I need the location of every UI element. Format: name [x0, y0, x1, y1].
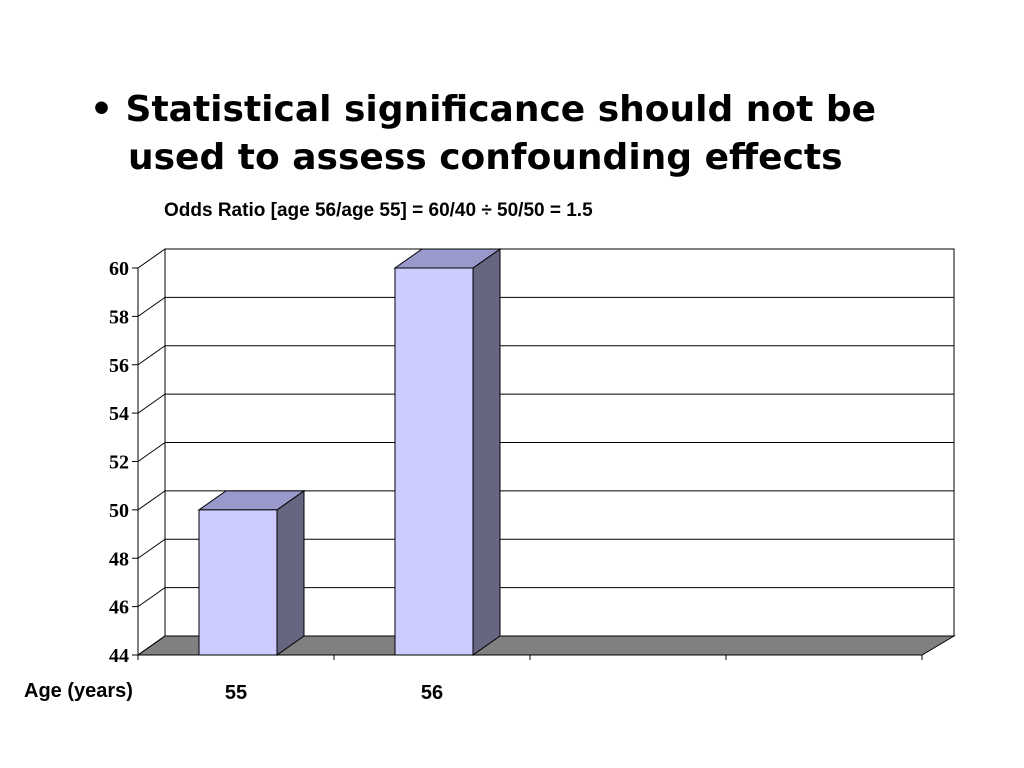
x-category-label-55: 55	[225, 682, 247, 704]
y-tick-label: 48	[109, 548, 129, 570]
y-tick-label: 60	[109, 258, 129, 280]
y-tick-label: 56	[109, 355, 129, 377]
side-wall-line	[137, 296, 166, 317]
title-line-2: used to assess confounding effects	[128, 137, 843, 178]
title-line-1: • Statistical significance should not be	[90, 89, 877, 130]
x-axis-label: Age (years)	[24, 680, 133, 702]
x-category-label-56: 56	[421, 682, 443, 704]
y-tick-label: 54	[109, 403, 129, 425]
side-wall-line	[137, 345, 166, 366]
y-tick-label: 46	[109, 597, 129, 619]
bar-56	[394, 267, 474, 656]
side-wall-line	[137, 393, 166, 414]
bar-side-56	[472, 248, 501, 656]
bar-side-55	[276, 489, 305, 656]
y-tick-label: 58	[109, 306, 129, 328]
slide-title: • Statistical significance should not be…	[60, 86, 960, 182]
side-wall-line	[137, 490, 166, 511]
bar-55	[198, 509, 278, 656]
odds-ratio-subtitle: Odds Ratio [age 56/age 55] = 60/40 ÷ 50/…	[164, 200, 593, 221]
y-tick-label: 44	[109, 645, 129, 667]
side-wall-line	[137, 635, 166, 656]
side-wall-line	[137, 538, 166, 559]
side-wall-line	[137, 442, 166, 462]
y-tick-label: 50	[109, 500, 129, 522]
side-wall-line	[137, 248, 166, 269]
y-tick-label: 52	[109, 452, 129, 474]
side-wall-line	[137, 587, 166, 608]
